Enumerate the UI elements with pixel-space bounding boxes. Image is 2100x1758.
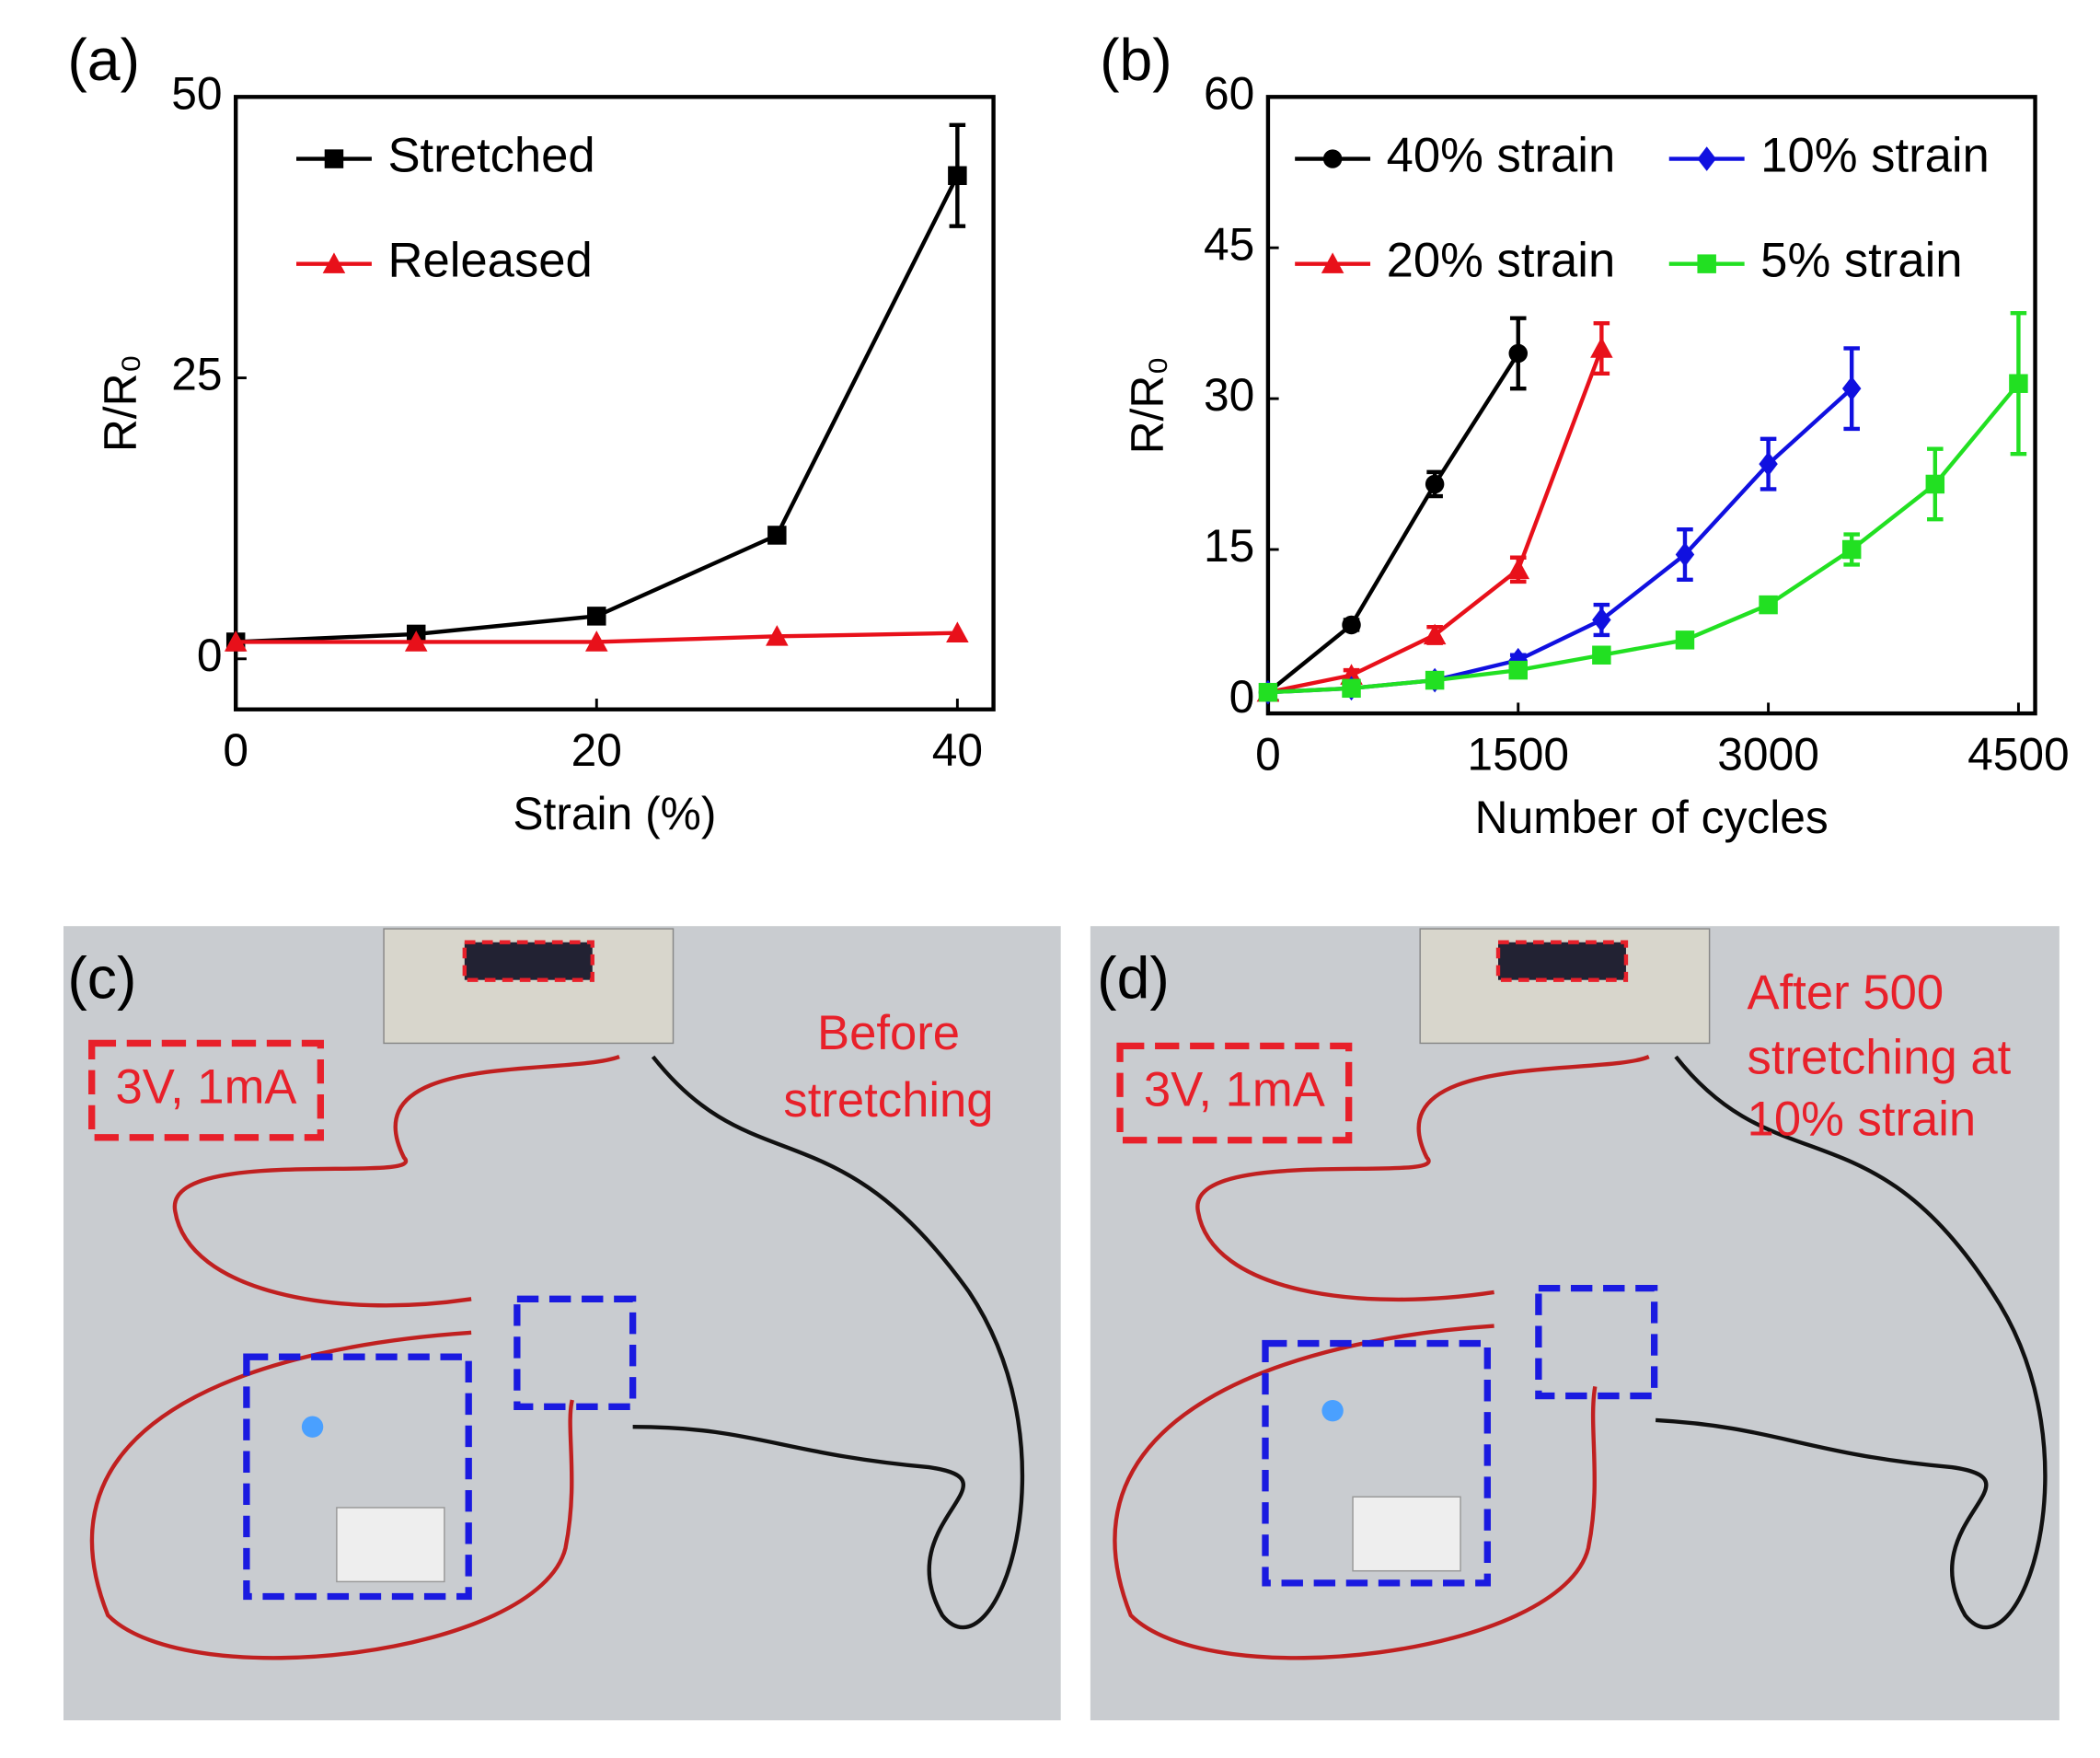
marker (767, 526, 787, 545)
legend-marker (324, 149, 344, 168)
source-label: 3V, 1mA (1144, 1062, 1325, 1116)
y-tick-label: 50 (171, 67, 222, 119)
marker (1592, 607, 1611, 632)
display (1495, 940, 1629, 982)
legend-label: Stretched (387, 128, 594, 182)
wire (173, 1054, 620, 1308)
source-box (1116, 1042, 1353, 1144)
highlight-box (243, 1353, 472, 1601)
note: After 500 (1748, 966, 1944, 1020)
y-axis-label: R/R₀ (95, 354, 146, 452)
y-tick-label: 0 (1229, 671, 1255, 723)
highlight-box (1535, 1284, 1658, 1400)
y-tick-label: 15 (1204, 520, 1254, 572)
marker (1675, 630, 1695, 650)
y-tick-label: 30 (1204, 369, 1254, 421)
marker (946, 621, 969, 642)
legend-label: 20% strain (1387, 234, 1616, 288)
marker (1258, 682, 1278, 702)
source-label: 3V, 1mA (116, 1060, 297, 1115)
legend-marker (1697, 254, 1716, 273)
marker (1342, 615, 1361, 635)
marker (1508, 343, 1528, 364)
legend-label: 5% strain (1760, 234, 1962, 288)
source-box (88, 1039, 324, 1141)
photo-c: (c) 3V, 1mA Before stretching (63, 926, 1061, 1721)
device (336, 1507, 445, 1583)
marker (1342, 678, 1361, 699)
note: Before (817, 1006, 960, 1060)
series-line (1267, 382, 2021, 695)
x-tick-label: 40 (932, 724, 983, 776)
marker (404, 630, 428, 652)
device (1352, 1496, 1461, 1572)
y-tick-label: 45 (1204, 218, 1254, 270)
marker (766, 625, 789, 646)
wire (1195, 1055, 1650, 1302)
legend-label: 40% strain (1387, 128, 1616, 182)
panel-label: (b) (1100, 27, 1172, 93)
marker (224, 630, 248, 652)
marker (1506, 558, 1530, 580)
legend-marker (1322, 149, 1343, 168)
y-tick-label: 25 (171, 349, 222, 400)
marker (1925, 474, 1945, 494)
x-axis-label: Number of cycles (1475, 792, 1829, 843)
x-axis-label: Strain (%) (513, 788, 716, 839)
marker (1425, 670, 1445, 690)
photo-d: (d) 3V, 1mA After 500 stretching at 10% … (1090, 926, 2060, 1721)
marker (1841, 376, 1862, 401)
legend-marker (1321, 252, 1344, 273)
marker (587, 607, 606, 626)
marker (1425, 474, 1445, 494)
marker (1508, 660, 1528, 680)
wire (1113, 1324, 1598, 1660)
marker (1423, 623, 1447, 645)
panel-label: (c) (67, 945, 136, 1012)
note: 10% strain (1748, 1093, 1977, 1147)
led (301, 1416, 324, 1438)
y-tick-label: 60 (1204, 67, 1254, 119)
series-line (1267, 387, 1853, 695)
marker (1592, 645, 1611, 665)
plot-frame (234, 95, 996, 711)
plot-frame (1265, 95, 2037, 716)
y-tick-label: 0 (197, 630, 223, 681)
led (1321, 1399, 1344, 1422)
panel-label: (a) (67, 27, 140, 93)
legend-marker (322, 252, 346, 273)
legend-marker (1697, 146, 1716, 171)
marker (584, 630, 608, 652)
highlight-box (1262, 1339, 1491, 1587)
wire (1655, 1055, 2048, 1630)
marker (1759, 451, 1778, 477)
x-tick-label: 0 (223, 724, 248, 776)
series-line (236, 174, 960, 644)
photo-background (63, 926, 1061, 1721)
marker (948, 166, 967, 186)
wire (632, 1055, 1025, 1630)
x-tick-label: 1500 (1467, 729, 1569, 781)
wire (89, 1330, 574, 1660)
photo-background (1090, 926, 2060, 1721)
marker (1675, 542, 1695, 567)
marker (1759, 595, 1778, 615)
legend-label: Released (387, 234, 592, 288)
panel-label: (d) (1097, 945, 1170, 1012)
note: stretching (783, 1073, 993, 1128)
legend-label: 10% strain (1760, 128, 1990, 182)
y-axis-label: R/R₀ (1122, 356, 1173, 454)
series-line (1266, 352, 1520, 694)
display (462, 940, 594, 982)
x-tick-label: 20 (571, 724, 622, 776)
highlight-box (513, 1295, 637, 1410)
note: stretching at (1748, 1030, 2012, 1084)
x-tick-label: 3000 (1717, 729, 1819, 781)
marker (1841, 539, 1862, 560)
marker (2009, 374, 2028, 393)
x-tick-label: 0 (1255, 729, 1281, 781)
x-tick-label: 4500 (1967, 729, 2070, 781)
marker (1590, 337, 1613, 358)
